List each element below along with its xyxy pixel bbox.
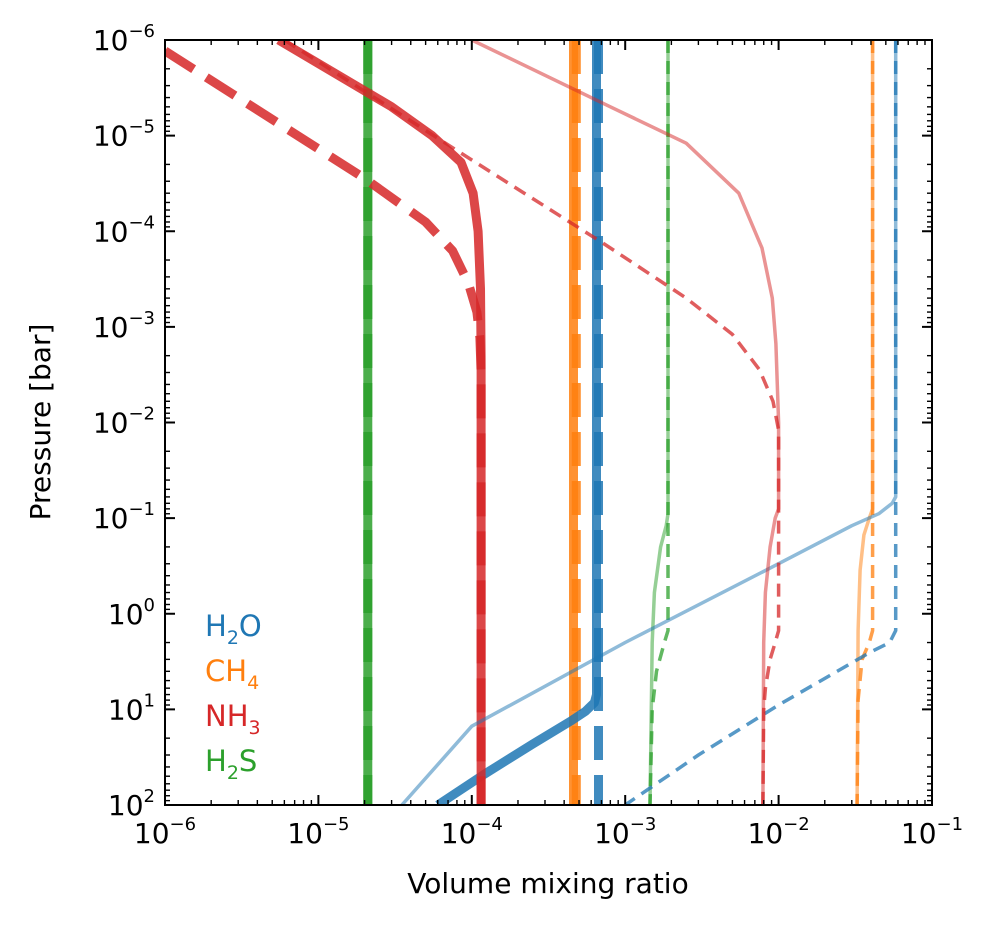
legend-label-rest: S [239,744,257,778]
x-tick-label: 10−2 [748,814,810,850]
legend-label-main: CH [205,654,247,688]
legend-label-main: H [205,744,227,778]
x-tick-label-base: 10 [748,817,784,850]
legend-label-subscript: 3 [249,717,261,739]
series-line-9 [648,40,670,805]
series-line-14 [471,40,781,805]
legend-label-subscript: 2 [227,627,239,649]
x-tick-label: 10−6 [134,814,196,850]
x-tick-label: 10−1 [901,814,963,850]
legend-label-subscript: 2 [227,762,239,784]
y-tick-label-exponent: 2 [144,786,155,807]
y-tick-label-base: 10 [93,407,129,440]
x-tick-label-exponent: −4 [476,814,503,835]
y-tick-label-exponent: −4 [128,212,155,233]
y-tick-label-exponent: −1 [128,499,155,520]
x-tick-label-base: 10 [441,817,477,850]
x-tick-label: 10−4 [441,814,503,850]
y-tick-label-exponent: 0 [144,595,155,616]
legend-label: H2S [205,744,257,784]
series-layer [165,40,898,805]
series-line-13 [624,40,898,805]
legend-label-subscript: 4 [247,672,259,694]
y-tick-label-base: 10 [93,120,129,153]
tick-label-layer: 10−6 10−5 10−4 10−3 10−2 10−110−610−510−410−3… [93,21,963,850]
series-line-11 [855,40,875,805]
y-tick-label-exponent: −2 [128,404,155,425]
x-tick-label-base: 10 [287,817,323,850]
y-tick-label-exponent: −5 [128,117,155,138]
y-tick-label-base: 10 [93,24,129,57]
y-tick-label-base: 10 [93,215,129,248]
legend-item: CH4 [205,654,259,694]
legend-label: H2O [205,609,262,649]
y-tick-label-exponent: −6 [128,21,155,42]
y-tick-label: 101 [108,690,155,726]
y-tick-label-base: 10 [93,502,129,535]
x-tick-label-exponent: −1 [937,814,964,835]
y-tick-label: 10−3 [93,308,155,344]
x-tick-label-base: 10 [134,817,170,850]
y-tick-label-exponent: −3 [128,308,155,329]
x-tick-label: 10−3 [594,814,656,850]
y-tick-label: 10−1 [93,499,155,535]
legend-item: H2O [205,609,262,649]
y-tick-label: 100 [108,595,155,631]
legend-item: NH3 [205,699,261,739]
legend-label: NH3 [205,699,261,739]
series-line-12 [400,40,898,805]
y-tick-label: 10−5 [93,117,155,153]
y-tick-label-base: 10 [93,311,129,344]
legend-item: H2S [205,744,257,784]
x-tick-label: 10−5 [287,814,349,850]
x-tick-label-exponent: −5 [323,814,350,835]
series-line-7 [165,47,486,805]
x-tick-label-base: 10 [594,817,630,850]
y-tick-label-base: 10 [108,598,144,631]
legend-label-rest: O [239,609,262,643]
y-tick-label: 10−4 [93,212,155,248]
legend-label-main: H [205,609,227,643]
series-line-6 [276,40,486,805]
legend-label-main: NH [205,699,249,733]
y-tick-label-base: 10 [108,693,144,726]
y-axis-label: Pressure [bar] [24,324,57,521]
legend-label: CH4 [205,654,259,694]
y-tick-label-exponent: 1 [144,690,155,711]
x-axis-label: Volume mixing ratio [407,867,688,900]
x-tick-label-base: 10 [901,817,937,850]
x-tick-label-exponent: −3 [630,814,657,835]
y-tick-label: 102 [108,786,155,822]
y-tick-label: 10−2 [93,404,155,440]
y-tick-label: 10−6 [93,21,155,57]
x-tick-label-exponent: −6 [170,814,197,835]
tick-layer [164,39,933,806]
y-tick-label-base: 10 [108,789,144,822]
x-tick-label-exponent: −2 [783,814,810,835]
